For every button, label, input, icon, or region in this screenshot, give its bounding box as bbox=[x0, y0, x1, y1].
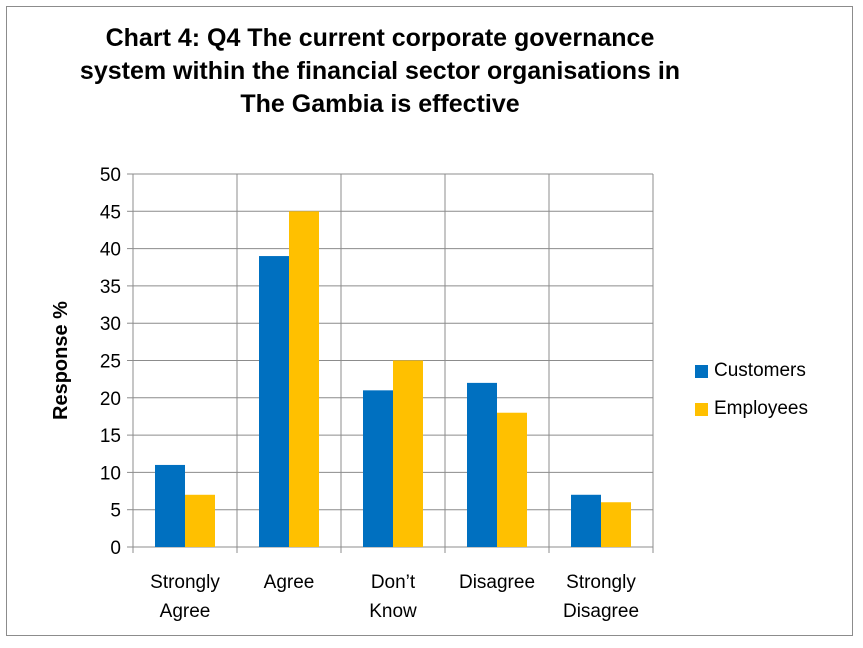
chart-frame bbox=[6, 6, 853, 636]
bar-customers-4 bbox=[571, 494, 601, 547]
chart-title-line-1: Chart 4: Q4 The current corporate govern… bbox=[105, 24, 655, 52]
legend: Customers Employees bbox=[695, 358, 808, 434]
x-category-label-line: Strongly bbox=[566, 572, 636, 593]
x-category-label: Disagree bbox=[459, 572, 535, 593]
bar-customers-3 bbox=[467, 382, 497, 547]
bar-employees-4 bbox=[601, 502, 631, 547]
legend-item-employees: Employees bbox=[695, 396, 808, 422]
y-tick-label: 15 bbox=[100, 426, 121, 447]
chart-title-line-2: system within the financial sector organ… bbox=[79, 57, 681, 85]
x-category-label-line: Know bbox=[369, 601, 417, 622]
y-tick-label: 5 bbox=[110, 501, 121, 522]
chart-title-line-3: The Gambia is effective bbox=[240, 90, 520, 118]
bar-employees-0 bbox=[185, 494, 215, 547]
x-category-label-line: Disagree bbox=[563, 601, 639, 622]
x-category-label: Strongly Disagree bbox=[563, 572, 639, 622]
legend-item-customers: Customers bbox=[695, 358, 808, 384]
x-category-label: Agree bbox=[264, 572, 315, 593]
legend-swatch-employees bbox=[695, 402, 708, 416]
legend-label-employees: Employees bbox=[714, 398, 808, 419]
legend-label-customers: Customers bbox=[714, 360, 806, 381]
y-tick-label: 45 bbox=[100, 202, 121, 223]
bar-customers-0 bbox=[155, 464, 185, 547]
y-tick-label: 30 bbox=[100, 314, 121, 335]
bar-employees-3 bbox=[497, 412, 527, 547]
y-tick-label: 40 bbox=[100, 240, 121, 261]
x-category-label: Don’t Know bbox=[369, 572, 417, 622]
bar-customers-2 bbox=[363, 390, 393, 547]
y-tick-label: 50 bbox=[100, 165, 121, 186]
y-tick-label: 35 bbox=[100, 277, 121, 298]
y-tick-label: 0 bbox=[110, 538, 121, 559]
x-category-label-line: Agree bbox=[160, 601, 211, 622]
bar-employees-2 bbox=[393, 360, 423, 547]
x-category-label-line: Don’t bbox=[371, 572, 416, 593]
bar-employees-1 bbox=[289, 211, 319, 548]
bar-customers-1 bbox=[259, 256, 289, 547]
chart-title: Chart 4: Q4 The current corporate govern… bbox=[30, 22, 730, 121]
y-tick-label: 20 bbox=[100, 389, 121, 410]
y-tick-label: 10 bbox=[100, 463, 121, 484]
x-category-label-line: Strongly bbox=[150, 572, 220, 593]
x-category-label-line: Agree bbox=[264, 572, 315, 593]
x-category-label-line: Disagree bbox=[459, 572, 535, 593]
y-axis-title: Response % bbox=[50, 301, 72, 420]
x-category-label: Strongly Agree bbox=[150, 572, 220, 622]
y-tick-label: 25 bbox=[100, 352, 121, 373]
legend-swatch-customers bbox=[695, 364, 708, 378]
